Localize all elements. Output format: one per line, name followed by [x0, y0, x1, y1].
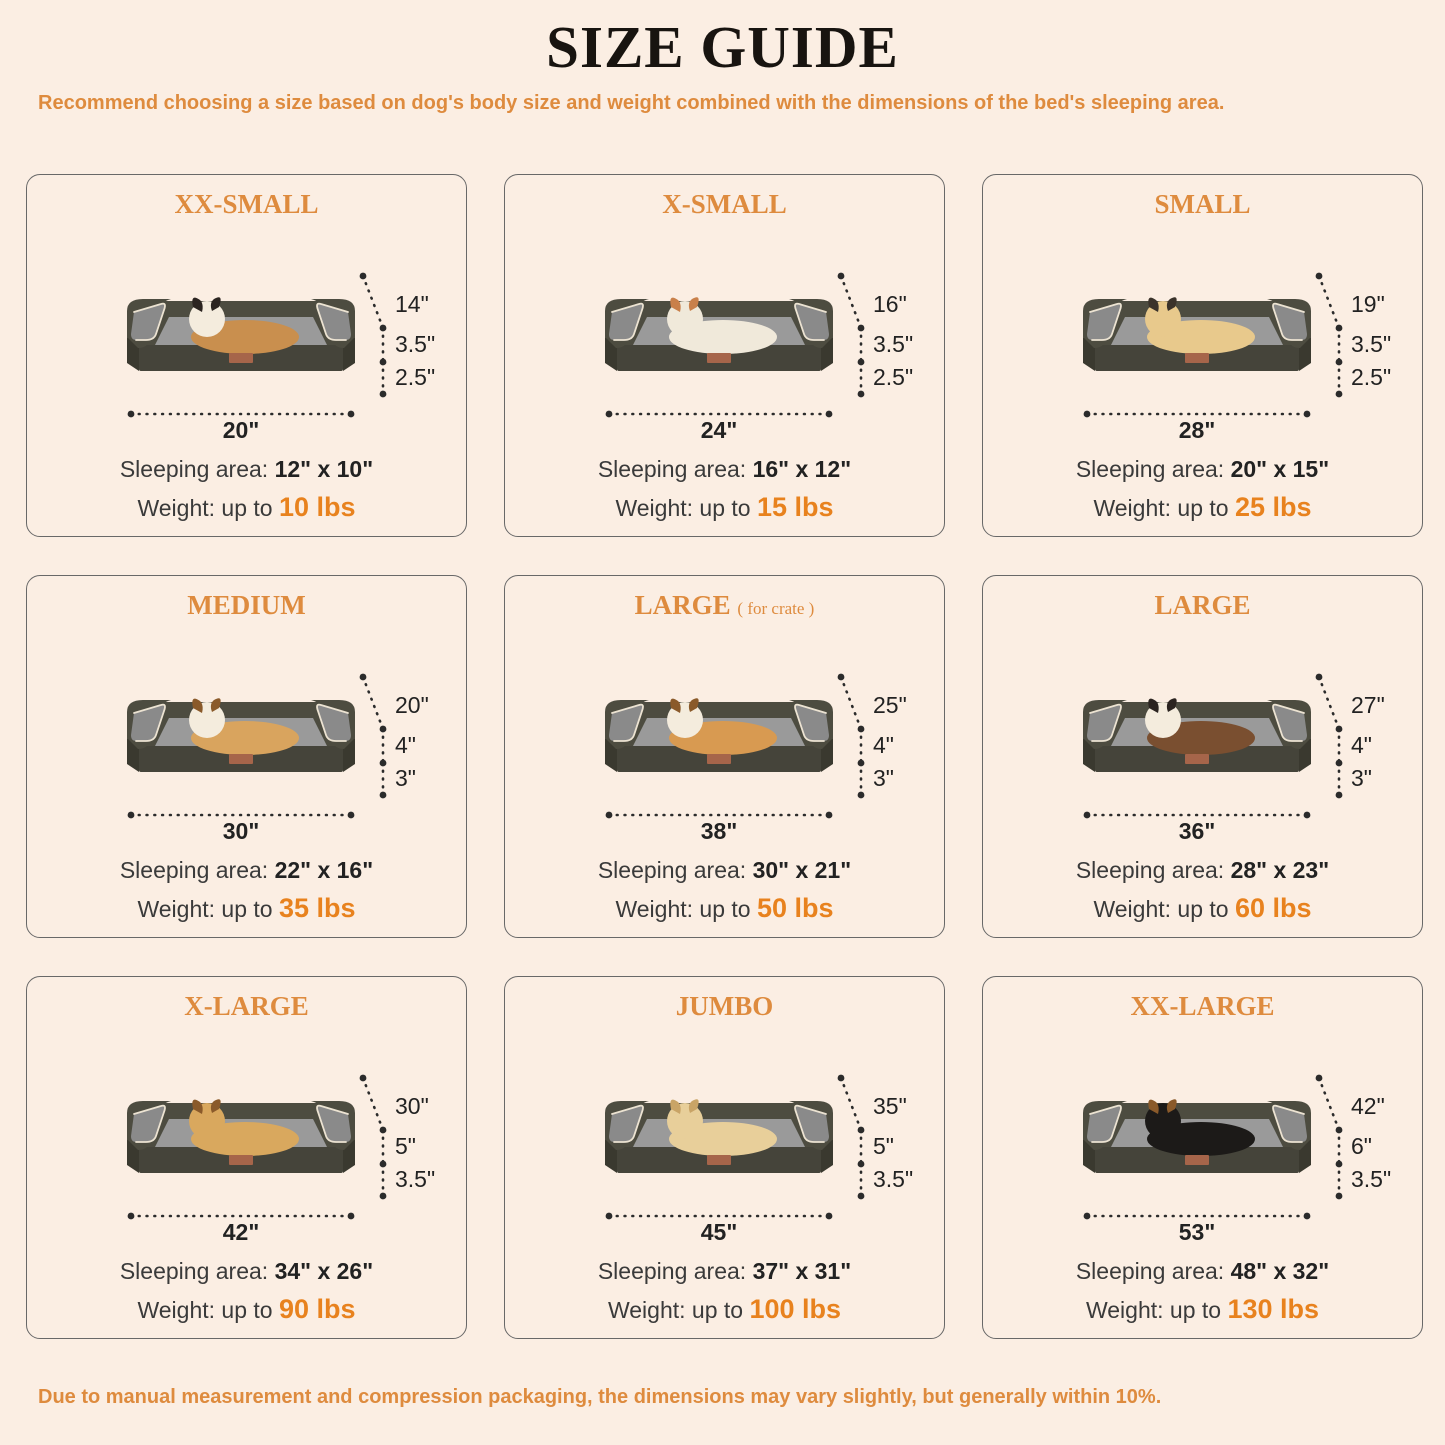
svg-text:2.5": 2.5": [1351, 364, 1391, 390]
svg-text:30": 30": [395, 1093, 429, 1119]
svg-text:19": 19": [1351, 291, 1385, 317]
svg-text:4": 4": [873, 732, 894, 758]
svg-text:3.5": 3.5": [395, 331, 435, 357]
svg-text:2.5": 2.5": [873, 364, 913, 390]
svg-text:3.5": 3.5": [1351, 331, 1391, 357]
svg-text:42": 42": [1351, 1093, 1385, 1119]
svg-text:3.5": 3.5": [873, 1166, 913, 1192]
svg-text:5": 5": [873, 1133, 894, 1159]
svg-text:35": 35": [873, 1093, 907, 1119]
svg-text:6": 6": [1351, 1133, 1372, 1159]
svg-text:20": 20": [395, 692, 429, 718]
svg-text:3": 3": [1351, 765, 1372, 791]
svg-text:3.5": 3.5": [395, 1166, 435, 1192]
svg-text:25": 25": [873, 692, 907, 718]
svg-text:3.5": 3.5": [1351, 1166, 1391, 1192]
svg-text:4": 4": [1351, 732, 1372, 758]
svg-text:27": 27": [1351, 692, 1385, 718]
svg-text:3": 3": [395, 765, 416, 791]
svg-text:14": 14": [395, 291, 429, 317]
svg-text:16": 16": [873, 291, 907, 317]
svg-text:3.5": 3.5": [873, 331, 913, 357]
svg-text:5": 5": [395, 1133, 416, 1159]
svg-text:2.5": 2.5": [395, 364, 435, 390]
svg-text:4": 4": [395, 732, 416, 758]
svg-text:3": 3": [873, 765, 894, 791]
